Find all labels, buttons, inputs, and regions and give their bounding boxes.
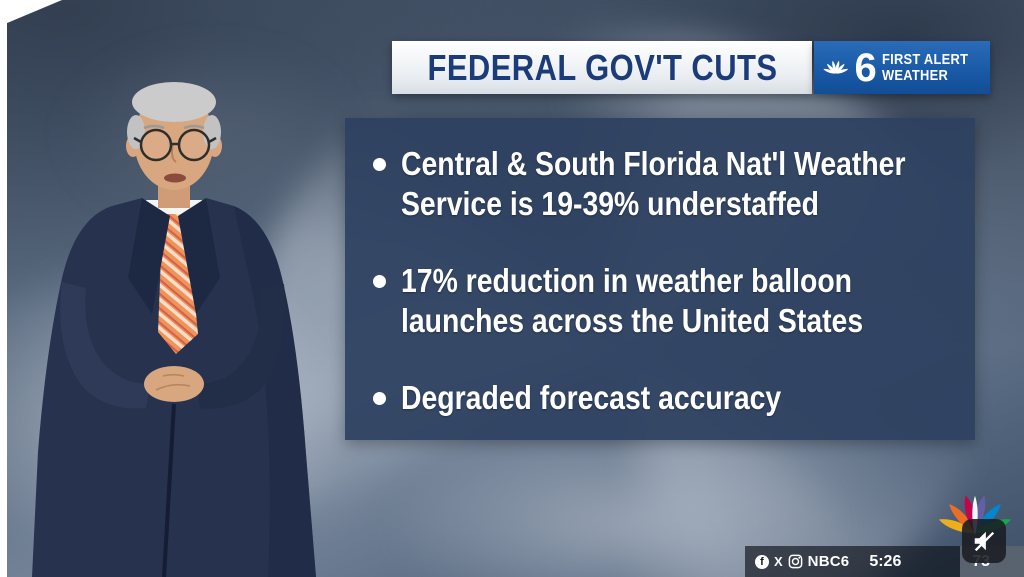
station-brand-line1: FIRST ALERT xyxy=(881,50,968,68)
muted-speaker-icon xyxy=(974,531,995,552)
clock-time: 5:26 xyxy=(869,552,902,570)
headline-text: FEDERAL GOV'T CUTS xyxy=(427,46,777,88)
nbc-peacock-icon xyxy=(823,60,849,74)
social-icons: f X xyxy=(755,554,803,569)
bullet-line: Service is 19-39% understaffed xyxy=(401,185,820,222)
presenter-head xyxy=(126,82,222,208)
presenter-arms xyxy=(60,282,286,409)
bullet-dot xyxy=(373,275,386,288)
station-brand-line2: WEATHER xyxy=(881,66,948,84)
presenter-hands xyxy=(144,366,204,402)
bullet-line: 17% reduction in weather balloon xyxy=(401,262,853,299)
bullet-text: 17% reduction in weather balloon launche… xyxy=(401,261,938,341)
bullet-dot xyxy=(373,392,386,405)
instagram-icon xyxy=(788,554,803,569)
station-logo: 6 FIRST ALERT WEATHER xyxy=(814,41,990,94)
bullet-line: launches across the United States xyxy=(401,302,864,339)
bullet-dot xyxy=(373,158,386,171)
info-panel: Central & South Florida Nat'l Weather Se… xyxy=(345,118,975,440)
bullet-text: Central & South Florida Nat'l Weather Se… xyxy=(401,144,988,224)
x-icon: X xyxy=(774,554,783,569)
bullet-item: 17% reduction in weather balloon launche… xyxy=(373,261,951,341)
mute-button[interactable] xyxy=(962,519,1006,563)
bullet-text: Degraded forecast accuracy xyxy=(401,378,843,418)
presenter-lapels xyxy=(128,198,220,314)
corner-letterbox xyxy=(0,0,62,26)
facebook-icon: f xyxy=(755,554,769,569)
left-letterbox xyxy=(0,0,7,577)
presenter-illustration xyxy=(32,82,316,577)
jacket-seam xyxy=(162,403,176,577)
glasses-icon xyxy=(133,128,217,162)
bullet-item: Degraded forecast accuracy xyxy=(373,378,951,418)
bullet-line: Degraded forecast accuracy xyxy=(401,379,782,416)
bullet-item: Central & South Florida Nat'l Weather Se… xyxy=(373,144,951,224)
bullet-line: Central & South Florida Nat'l Weather xyxy=(401,145,906,182)
channel-number: 6 xyxy=(854,45,877,90)
headline-banner: FEDERAL GOV'T CUTS xyxy=(392,41,812,94)
social-handle: NBC6 xyxy=(807,553,850,570)
station-brand: FIRST ALERT WEATHER xyxy=(881,50,982,84)
